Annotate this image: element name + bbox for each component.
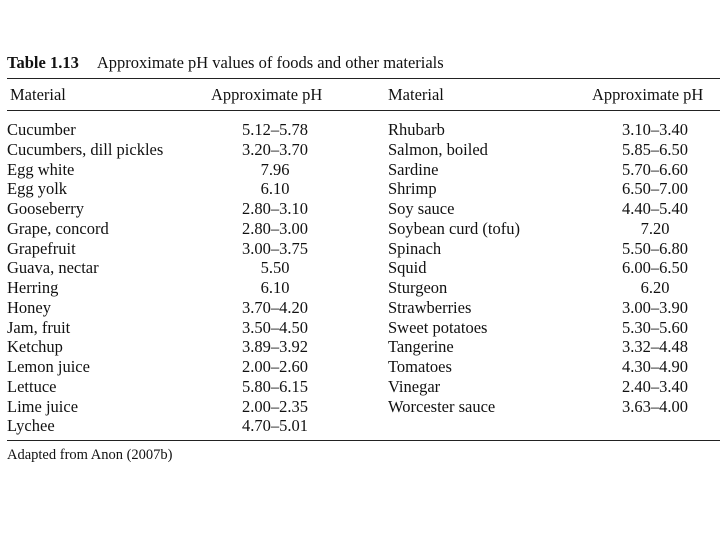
material-cell: Ketchup	[7, 337, 63, 357]
material-cell: Lychee	[7, 416, 55, 436]
table-row: Grape, concord 2.80–3.00 Soybean curd (tof…	[7, 219, 720, 239]
header-ph-right: Approximate pH	[592, 85, 704, 104]
ph-cell: 7.20	[640, 218, 670, 238]
ph-cell: 4.70–5.01	[242, 416, 308, 436]
ph-cell: 3.32–4.48	[622, 337, 688, 357]
table-row: Lime juice 2.00–2.35 Worcester sauce 3.63–4…	[7, 397, 720, 417]
ph-cell: 3.63–4.00	[622, 396, 688, 416]
material-cell: Vinegar	[388, 376, 441, 396]
table-row: Lemon juice 2.00–2.60 Tomatoes 4.30–4.90	[7, 357, 720, 377]
material-cell: Squid	[388, 258, 427, 278]
material-cell: Spinach	[388, 238, 442, 258]
material-cell: Rhubarb	[388, 120, 445, 139]
material-cell: Lettuce	[7, 376, 57, 396]
header-material-left: Material	[10, 85, 66, 104]
table-row: Guava, nectar 5.50 Squid 6.00–6.50	[7, 258, 720, 278]
ph-cell: 2.00–2.35	[242, 396, 308, 416]
material-cell: Herring	[7, 278, 59, 297]
ph-cell: 3.10–3.40	[622, 120, 688, 139]
material-cell: Strawberries	[388, 297, 472, 317]
header-rule	[7, 110, 720, 111]
ph-cell: 6.00–6.50	[622, 258, 688, 278]
ph-cell: 2.80–3.00	[242, 218, 308, 238]
material-cell: Guava, nectar	[7, 258, 99, 278]
material-cell: Egg white	[7, 159, 75, 179]
material-cell: Shrimp	[388, 179, 437, 199]
table-body: Cucumber 5.12–5.78 Rhubarb 3.10–3.40 Cucumbe…	[7, 111, 720, 440]
material-cell: Jam, fruit	[7, 317, 71, 337]
material-cell: Honey	[7, 297, 51, 317]
ph-cell: 3.70–4.20	[242, 297, 308, 317]
ph-cell: 3.20–3.70	[242, 139, 308, 159]
table-row: Grapefruit 3.00–3.75 Spinach 5.50–6.80	[7, 239, 720, 259]
material-cell: Sweet potatoes	[388, 317, 488, 337]
table-source-note: Adapted from Anon (2007b)	[7, 447, 173, 463]
ph-table: Table 1.13 Approximate pH values of foods…	[7, 50, 720, 464]
material-cell: Soybean curd (tofu)	[388, 218, 520, 238]
ph-cell: 6.10	[260, 179, 290, 199]
ph-cell: 6.10	[260, 278, 290, 297]
ph-cell: 3.00–3.75	[242, 238, 308, 258]
material-cell: Lime juice	[7, 396, 79, 416]
top-rule	[7, 78, 720, 79]
table-row: Herring 6.10 Sturgeon 6.20	[7, 278, 720, 298]
ph-cell: 5.50–6.80	[622, 238, 688, 258]
ph-cell: 7.96	[260, 159, 290, 179]
ph-cell: 3.89–3.92	[242, 337, 308, 357]
table-row: Lychee 4.70–5.01	[7, 416, 720, 436]
header-material-right: Material	[388, 85, 444, 104]
material-cell: Cucumbers, dill pickles	[7, 139, 164, 159]
table-row: Egg yolk 6.10 Shrimp 6.50–7.00	[7, 179, 720, 199]
material-cell: Lemon juice	[7, 357, 90, 376]
material-cell: Grapefruit	[7, 238, 76, 258]
header-ph-left: Approximate pH	[211, 85, 323, 104]
material-cell: Gooseberry	[7, 199, 84, 218]
ph-cell: 2.00–2.60	[242, 357, 308, 376]
table-row: Gooseberry 2.80–3.10 Soy sauce 4.40–5.40	[7, 199, 720, 219]
material-cell: Sturgeon	[388, 278, 448, 297]
table-number: Table 1.13	[7, 53, 79, 72]
material-cell: Egg yolk	[7, 179, 68, 199]
material-cell: Tangerine	[388, 337, 454, 357]
ph-cell: 5.30–5.60	[622, 317, 688, 337]
material-cell: Cucumber	[7, 120, 76, 139]
table-row: Jam, fruit 3.50–4.50 Sweet potatoes 5.30–5.…	[7, 318, 720, 338]
table-row: Honey 3.70–4.20 Strawberries 3.00–3.90	[7, 298, 720, 318]
ph-cell: 2.40–3.40	[622, 376, 688, 396]
material-cell: Sardine	[388, 159, 439, 179]
material-cell: Worcester sauce	[388, 396, 496, 416]
table-row: Ketchup 3.89–3.92 Tangerine 3.32–4.48	[7, 337, 720, 357]
ph-cell: 5.85–6.50	[622, 139, 688, 159]
table-row: Cucumber 5.12–5.78 Rhubarb 3.10–3.40	[7, 120, 720, 140]
ph-cell: 5.50	[260, 258, 290, 278]
ph-cell: 5.12–5.78	[242, 120, 308, 139]
ph-cell: 4.40–5.40	[622, 199, 688, 218]
table-row: Egg white 7.96 Sardine 5.70–6.60	[7, 160, 720, 180]
table-title: Approximate pH values of foods and other…	[96, 53, 444, 72]
table-caption: Table 1.13 Approximate pH values of foods…	[7, 50, 720, 78]
material-cell: Tomatoes	[388, 357, 452, 376]
ph-cell: 4.30–4.90	[622, 357, 688, 376]
ph-cell: 6.50–7.00	[622, 179, 688, 199]
bottom-rule	[7, 440, 720, 441]
ph-cell: 5.70–6.60	[622, 159, 688, 179]
ph-cell: 3.00–3.90	[622, 297, 688, 317]
ph-cell: 6.20	[640, 278, 670, 297]
ph-cell: 5.80–6.15	[242, 376, 308, 396]
table-row: Lettuce 5.80–6.15 Vinegar 2.40–3.40	[7, 377, 720, 397]
material-cell: Grape, concord	[7, 218, 109, 238]
ph-cell: 3.50–4.50	[242, 317, 308, 337]
material-cell: Soy sauce	[388, 199, 455, 218]
table-row: Cucumbers, dill pickles 3.20–3.70 Salmon, …	[7, 140, 720, 160]
ph-cell: 2.80–3.10	[242, 199, 308, 218]
table-header: Material Approximate pH Material Approxi…	[7, 79, 720, 110]
material-cell: Salmon, boiled	[388, 139, 488, 159]
